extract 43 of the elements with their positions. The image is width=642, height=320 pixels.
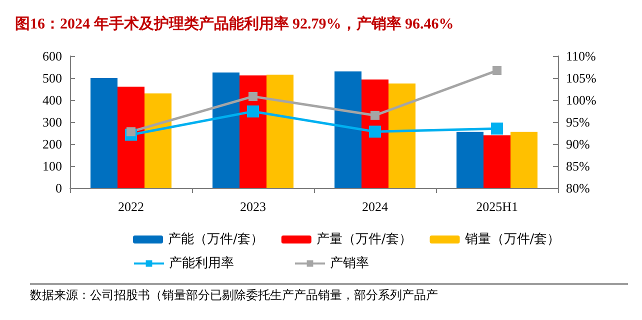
bar (90, 78, 118, 188)
point (247, 105, 259, 118)
x-tick-label: 2024 (362, 199, 388, 214)
legend-label: 销量（万件/套） (464, 232, 560, 247)
legend-label: 产销率 (330, 255, 369, 271)
x-tick-label: 2023 (240, 199, 266, 214)
point (369, 126, 381, 138)
bar (456, 132, 484, 188)
point (491, 122, 503, 135)
y2-tick-label: 85% (566, 158, 590, 174)
y2-tick-label: 80% (566, 180, 590, 196)
y-tick-label: 200 (42, 136, 62, 152)
bar (212, 72, 240, 188)
y-tick-label: 400 (42, 92, 62, 108)
legend-label: 产能利用率 (169, 255, 234, 271)
y2-tick-label: 105% (566, 70, 596, 86)
y-tick-label: 500 (42, 70, 62, 86)
legend-label: 产能（万件/套） (168, 232, 264, 247)
y-tick-label: 300 (42, 114, 62, 130)
bar (510, 132, 538, 188)
bar (118, 86, 144, 188)
point (370, 110, 380, 120)
bar (388, 84, 416, 188)
point (492, 66, 502, 76)
legend-label: 产量（万件/套） (316, 232, 412, 247)
y-tick-label: 100 (42, 158, 62, 174)
point (248, 92, 258, 101)
point (126, 127, 136, 136)
x-tick-label: 2025H1 (476, 199, 518, 214)
bar (144, 93, 172, 188)
source-note: 数据来源：公司招股书（销量部分已剔除委托生产产品销量，部分系列产品产 (30, 288, 438, 302)
x-tick-label: 2022 (118, 199, 144, 214)
chart-title: 图16：2024 年手术及护理类产品能利用率 92.79%，产销率 96.46% (15, 14, 454, 32)
y2-tick-label: 110% (566, 48, 596, 64)
bar (240, 75, 266, 188)
y2-tick-label: 95% (566, 114, 590, 130)
y-tick-label: 600 (42, 48, 62, 64)
y-tick-label: 0 (56, 180, 62, 196)
bar (484, 135, 510, 188)
bar (334, 71, 362, 188)
y2-tick-label: 100% (566, 92, 596, 108)
bar (266, 74, 294, 188)
y2-tick-label: 90% (566, 136, 590, 152)
